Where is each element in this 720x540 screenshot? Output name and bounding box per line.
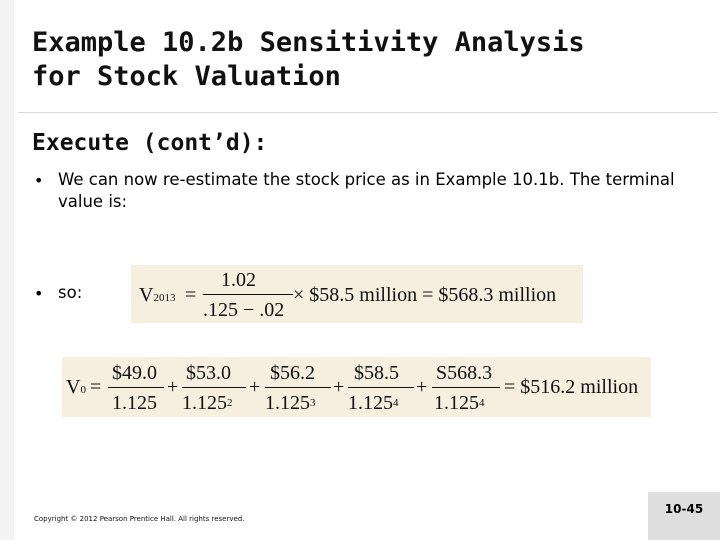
- bullet-marker-1: •: [34, 171, 44, 190]
- page-number-box: 10-45: [648, 492, 720, 540]
- eq2-term2-denominator: 1.1252: [182, 392, 233, 414]
- eq2-term4-bar: [348, 387, 414, 388]
- eq2-lhs: V0: [66, 376, 86, 398]
- title-divider: [18, 112, 718, 113]
- eq2-term1-bar: [108, 387, 164, 388]
- eq1-fraction-bar: [203, 294, 293, 295]
- eq2-result: = $516.2 million: [504, 376, 639, 398]
- eq2-term3-bar: [265, 387, 331, 388]
- subheading: Execute (cont’d):: [32, 130, 268, 156]
- eq2-term5-denominator: 1.1254: [434, 392, 485, 414]
- eq2-equals: =: [90, 376, 102, 398]
- eq2-lhs-subscript: 0: [80, 384, 86, 396]
- eq2-term1-denominator: 1.125: [112, 392, 157, 414]
- copyright-notice: Copyright © 2012 Pearson Prentice Hall. …: [34, 515, 245, 523]
- eq1-numerator: 1.02: [221, 269, 256, 291]
- bullet-text-2: so:: [58, 283, 83, 302]
- title-line-2: for Stock Valuation: [32, 61, 341, 92]
- eq2-term4-exponent: 4: [393, 397, 399, 409]
- eq1-equals: =: [185, 284, 197, 306]
- eq2-term1-numerator: $49.0: [112, 362, 157, 384]
- eq2-term2-exponent: 2: [227, 397, 233, 409]
- eq2-term3-numerator: $56.2: [270, 362, 315, 384]
- bullet-text-1: We can now re-estimate the stock price a…: [58, 170, 675, 211]
- eq2-plus-2: +: [249, 376, 261, 398]
- eq2-term4-denominator: 1.1254: [348, 392, 399, 414]
- eq1-lhs: V2013: [139, 284, 176, 306]
- eq1-rest: × $58.5 million = $568.3 million: [293, 284, 557, 306]
- terminal-value-equation: V2013 = 1.02 .125 − .02 × $58.5 million …: [131, 265, 583, 323]
- title-line-1: Example 10.2b Sensitivity Analysis: [32, 27, 585, 58]
- eq2-term5-exponent: 4: [479, 397, 485, 409]
- eq2-plus-1: +: [167, 376, 179, 398]
- eq2-term2-bar: [182, 387, 246, 388]
- page-number: 10-45: [664, 502, 704, 516]
- eq2-term2-numerator: $53.0: [186, 362, 231, 384]
- eq1-denominator: .125 − .02: [203, 299, 285, 321]
- eq2-plus-4: +: [416, 376, 428, 398]
- left-margin-bar: [0, 0, 14, 540]
- slide-title: Example 10.2b Sensitivity Analysis for S…: [32, 26, 702, 94]
- eq1-lhs-subscript: 2013: [153, 292, 176, 304]
- eq2-term3-exponent: 3: [310, 397, 316, 409]
- eq2-term3-denominator: 1.1253: [265, 392, 316, 414]
- bullet-marker-2: •: [34, 284, 44, 303]
- eq2-term5-numerator: S568.3: [436, 362, 493, 384]
- eq2-term5-bar: [432, 387, 500, 388]
- eq2-plus-3: +: [333, 376, 345, 398]
- present-value-equation: V0 = $49.0 1.125 + $53.0 1.1252 + $56.2 …: [62, 357, 651, 417]
- eq2-term4-numerator: $58.5: [354, 362, 399, 384]
